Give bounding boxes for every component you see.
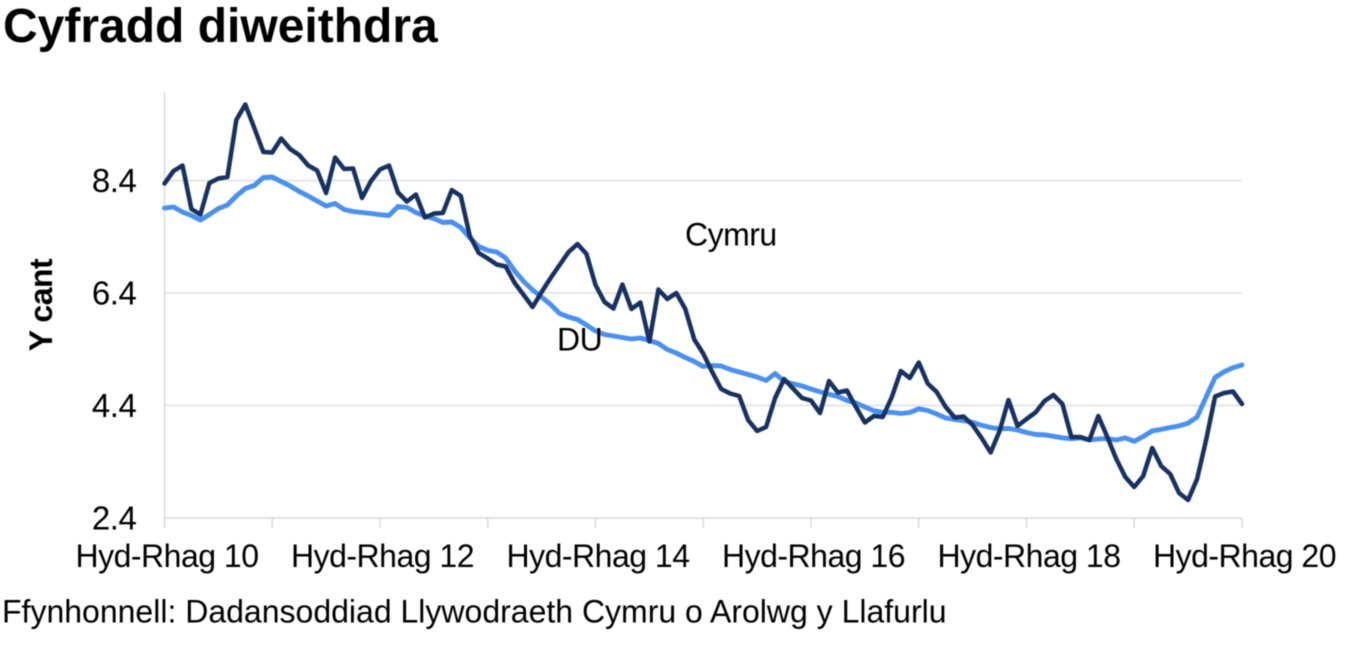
svg-text:4.4: 4.4 (92, 387, 137, 424)
svg-text:6.4: 6.4 (92, 275, 137, 312)
svg-text:DU: DU (557, 322, 602, 358)
svg-text:Hyd-Rhag 16: Hyd-Rhag 16 (722, 538, 905, 574)
svg-text:Hyd-Rhag 20: Hyd-Rhag 20 (1153, 538, 1336, 574)
svg-text:Hyd-Rhag 14: Hyd-Rhag 14 (506, 538, 689, 574)
svg-text:Cymru: Cymru (685, 217, 777, 253)
svg-text:Hyd-Rhag 18: Hyd-Rhag 18 (937, 538, 1120, 574)
svg-text:Hyd-Rhag 12: Hyd-Rhag 12 (291, 538, 474, 574)
svg-text:Y cant: Y cant (23, 258, 59, 351)
svg-text:Hyd-Rhag 10: Hyd-Rhag 10 (75, 538, 258, 574)
svg-text:8.4: 8.4 (92, 162, 137, 199)
svg-text:Ffynhonnell: Dadansoddiad Llyw: Ffynhonnell: Dadansoddiad Llywodraeth Cy… (2, 594, 947, 630)
svg-text:Cyfradd diweithdra: Cyfradd diweithdra (3, 0, 438, 53)
svg-text:2.4: 2.4 (92, 500, 137, 537)
